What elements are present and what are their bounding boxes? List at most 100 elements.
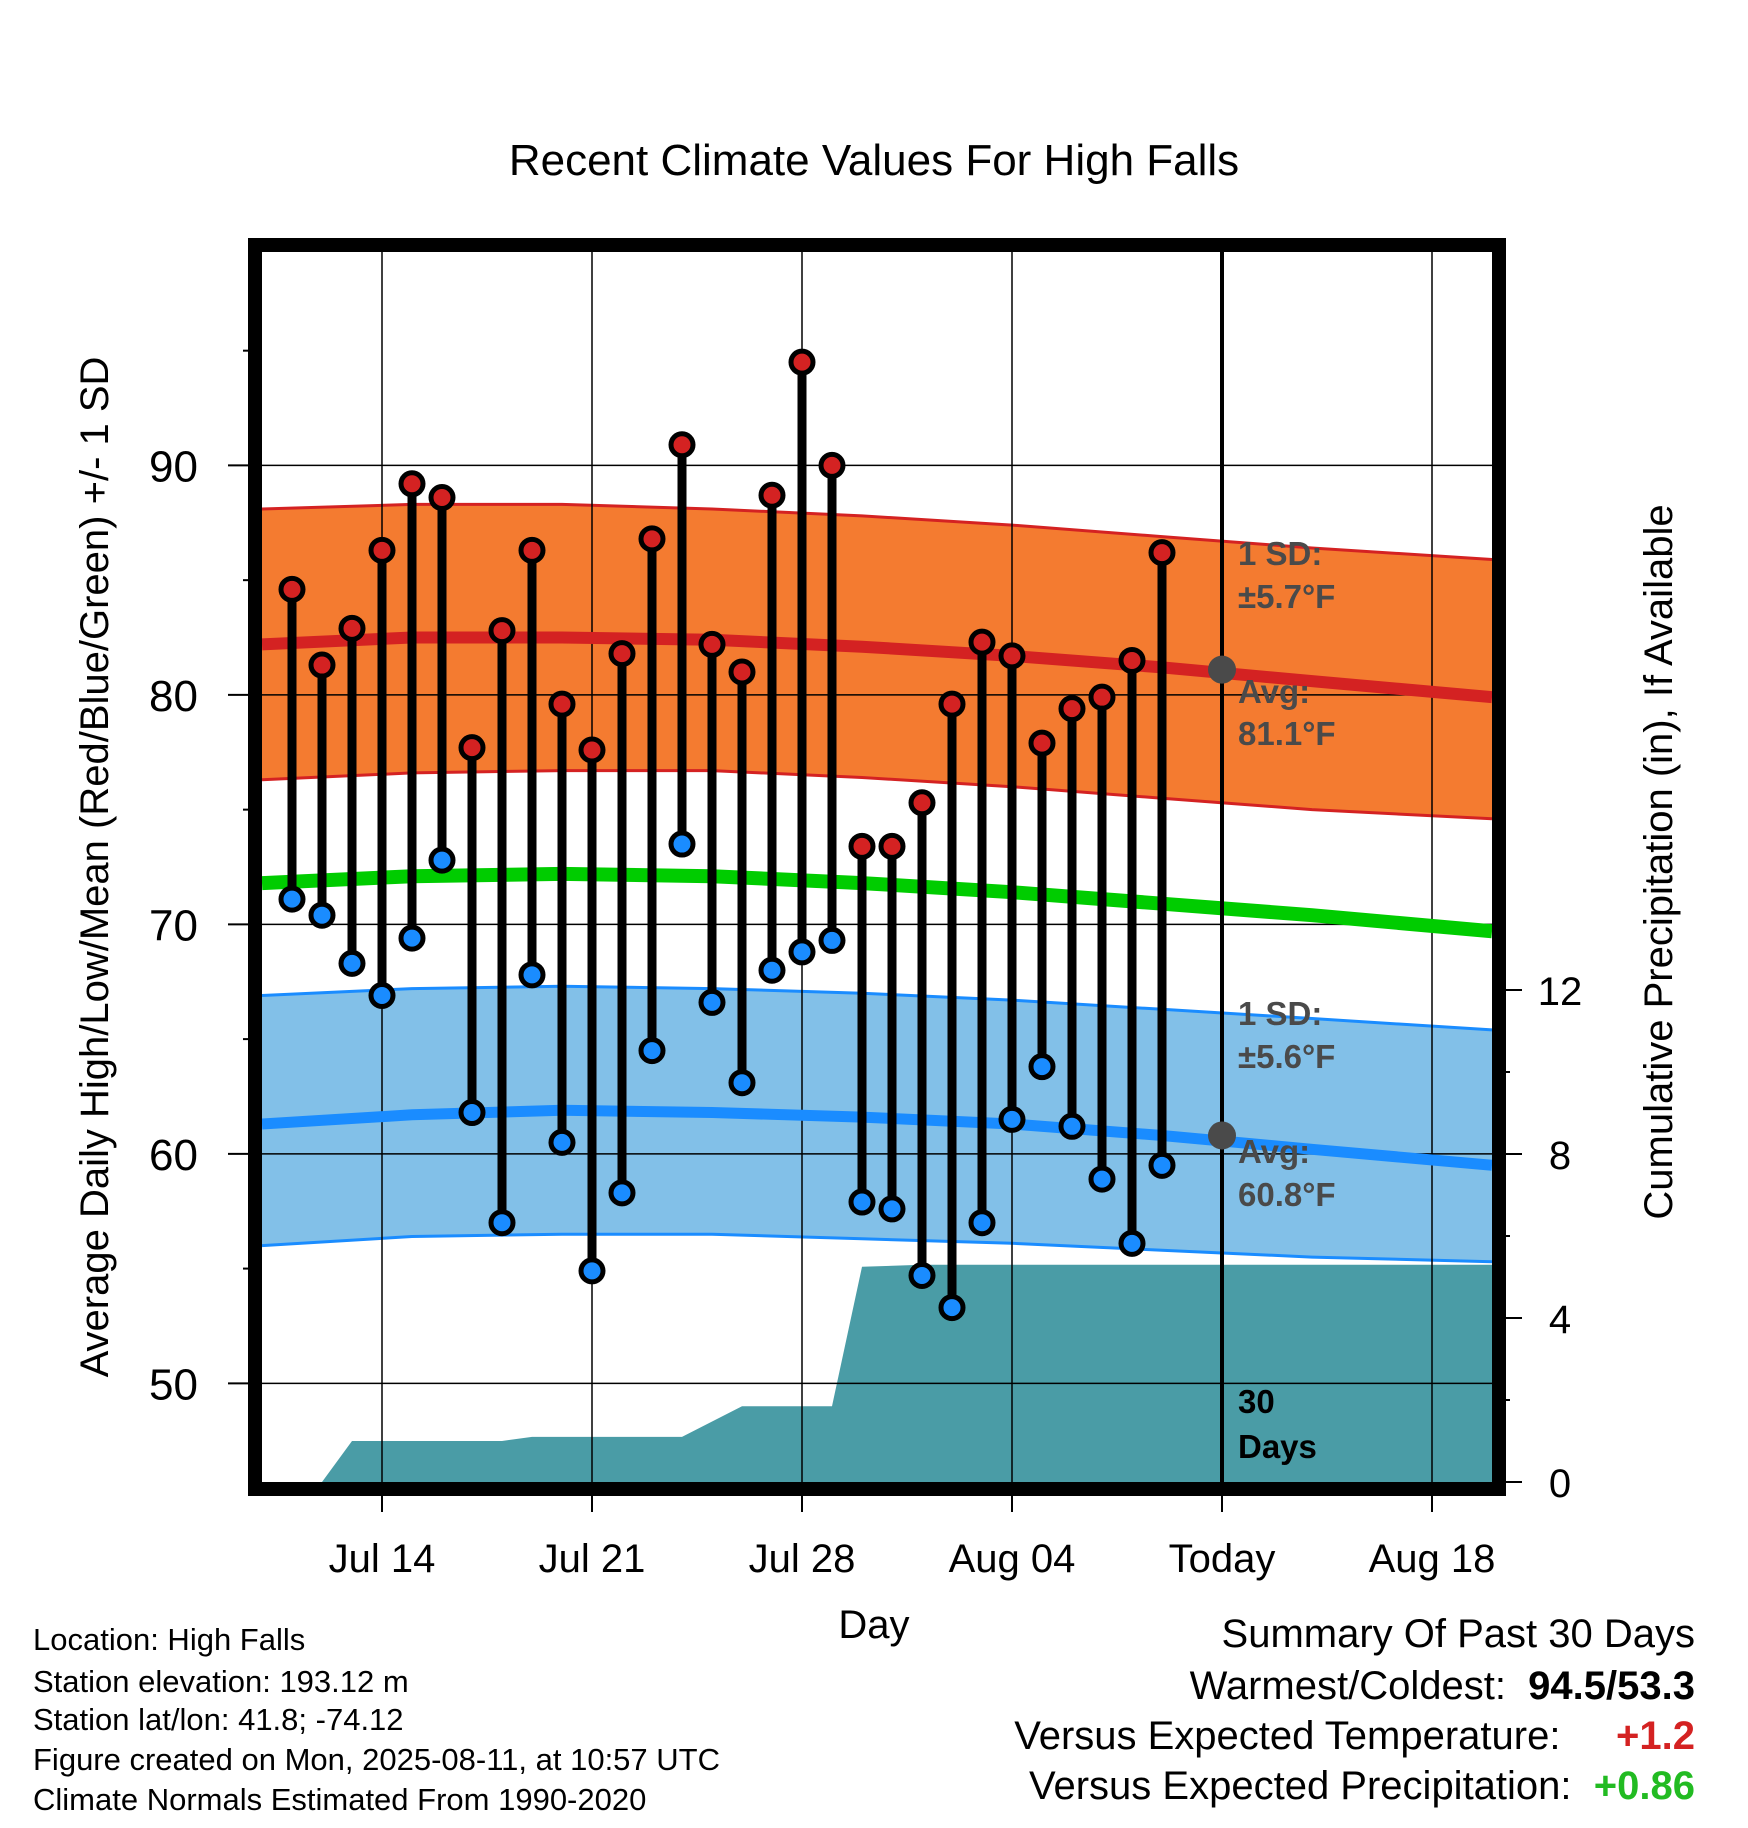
daily-high-point <box>938 690 966 718</box>
daily-high-point <box>608 640 636 668</box>
high-avg-value: 81.1°F <box>1238 715 1336 752</box>
daily-low-point <box>938 1294 966 1322</box>
y-left-axis-title: Average Daily High/Low/Mean (Red/Blue/Gr… <box>73 357 117 1378</box>
high-avg-today-point <box>1208 655 1236 684</box>
daily-high-point <box>728 658 756 686</box>
daily-high-point <box>428 484 456 512</box>
daily-high-point <box>578 736 606 764</box>
x-tick-label: Today <box>1169 1537 1276 1581</box>
daily-low-point <box>638 1037 666 1065</box>
daily-high-point <box>1088 683 1116 711</box>
low-lower-edge <box>262 1232 1492 1264</box>
daily-high-point <box>758 481 786 509</box>
daily-high-point <box>398 470 426 498</box>
footer-location: Location: High Falls <box>33 1622 306 1657</box>
daily-low-point <box>788 938 816 966</box>
daily-high-point <box>1118 646 1146 674</box>
chart-title: Recent Climate Values For High Falls <box>509 136 1239 185</box>
daily-low-point <box>998 1105 1026 1133</box>
daily-high-point <box>368 536 396 564</box>
daily-low-point <box>758 956 786 984</box>
y-right-tick-label: 8 <box>1549 1134 1571 1178</box>
daily-low-point <box>1028 1053 1056 1081</box>
summary-warmest-row: Warmest/Coldest: 94.5/53.3 <box>1190 1664 1695 1709</box>
y-left-tick-label: 70 <box>149 901 198 950</box>
daily-high-point <box>698 630 726 658</box>
summary-heading: Summary Of Past 30 Days <box>1221 1612 1695 1656</box>
x-tick-label: Jul 14 <box>329 1537 436 1581</box>
y-left-tick-label: 60 <box>149 1131 198 1180</box>
x-tick-label: Jul 28 <box>749 1537 856 1581</box>
x-tick-label: Aug 18 <box>1369 1537 1496 1581</box>
summary-temp-value: +1.2 <box>1616 1714 1695 1758</box>
low-sd-label: 1 SD: <box>1238 995 1322 1032</box>
daily-high-point <box>548 690 576 718</box>
axis-labels: 50 60 70 80 90 0 4 8 12 Jul 14 Jul 21 Jul 28 Aug 04 T… <box>73 349 1681 1647</box>
daily-low-point <box>608 1179 636 1207</box>
daily-high-point <box>968 628 996 656</box>
daily-high-point <box>1058 695 1086 723</box>
low-sd-value: ±5.6°F <box>1238 1038 1335 1075</box>
daily-high-point <box>788 348 816 376</box>
low-avg-label: Avg: <box>1238 1133 1310 1170</box>
daily-low-point <box>338 949 366 977</box>
daily-low-point <box>398 924 426 952</box>
daily-low-point <box>458 1099 486 1127</box>
precip-area <box>322 1264 1492 1482</box>
mean-avg-line <box>262 866 1492 939</box>
daily-low-point <box>668 830 696 858</box>
daily-low-point <box>818 926 846 954</box>
daily-low-point <box>548 1128 576 1156</box>
plot-area: 1 SD: ±5.7°F Avg: 81.1°F 1 SD: ±5.6°F Avg: 60.8… <box>248 238 1506 1496</box>
period-unit: Days <box>1238 1428 1317 1465</box>
daily-low-point <box>1148 1151 1176 1179</box>
high-upper-edge <box>262 502 1492 561</box>
daily-low-point <box>368 982 396 1010</box>
summary-precip-row: Versus Expected Precipitation: +0.86 <box>1029 1764 1695 1809</box>
daily-low-point <box>1088 1165 1116 1193</box>
y-left-tick-label: 50 <box>149 1360 198 1409</box>
daily-low-point <box>908 1261 936 1289</box>
high-avg-label: Avg: <box>1238 673 1310 710</box>
high-lower-edge <box>262 769 1492 821</box>
daily-high-point <box>668 431 696 459</box>
summary-precip-value: +0.86 <box>1593 1764 1695 1808</box>
daily-high-point <box>488 617 516 645</box>
daily-high-point <box>848 832 876 860</box>
daily-high-point <box>638 525 666 553</box>
footer-latlon: Station lat/lon: 41.8; -74.12 <box>33 1702 404 1737</box>
daily-high-point <box>1148 539 1176 567</box>
y-right-tick-label: 0 <box>1549 1462 1571 1506</box>
daily-low-point <box>428 846 456 874</box>
summary-warmest-value: 94.5/53.3 <box>1528 1664 1695 1708</box>
footer-created: Figure created on Mon, 2025-08-11, at 10… <box>33 1742 720 1777</box>
high-sd-value: ±5.7°F <box>1238 578 1335 615</box>
daily-low-point <box>1118 1229 1146 1257</box>
y-right-tick-label: 4 <box>1549 1298 1571 1342</box>
summary-precip-label: Versus Expected Precipitation: <box>1029 1764 1572 1808</box>
summary-temp-label: Versus Expected Temperature: <box>1014 1714 1561 1758</box>
x-tick-label: Aug 04 <box>949 1537 1076 1581</box>
daily-high-point <box>458 734 486 762</box>
daily-high-point <box>998 642 1026 670</box>
daily-low-point <box>278 885 306 913</box>
high-avg-line <box>262 631 1492 704</box>
y-left-tick-label: 80 <box>149 672 198 721</box>
daily-high-point <box>518 536 546 564</box>
daily-low-point <box>728 1069 756 1097</box>
daily-low-point <box>848 1188 876 1216</box>
low-sd-band <box>262 986 1492 1262</box>
daily-low-point <box>578 1257 606 1285</box>
period-number: 30 <box>1238 1383 1275 1420</box>
high-sd-label: 1 SD: <box>1238 535 1322 572</box>
daily-low-point <box>488 1209 516 1237</box>
daily-high-point <box>878 832 906 860</box>
daily-high-point <box>278 575 306 603</box>
daily-high-point <box>818 451 846 479</box>
daily-low-point <box>698 988 726 1016</box>
daily-low-point <box>518 961 546 989</box>
y-right-tick-label: 12 <box>1538 970 1583 1014</box>
footer-elevation: Station elevation: 193.12 m <box>33 1664 409 1699</box>
x-tick-label: Jul 21 <box>539 1537 646 1581</box>
